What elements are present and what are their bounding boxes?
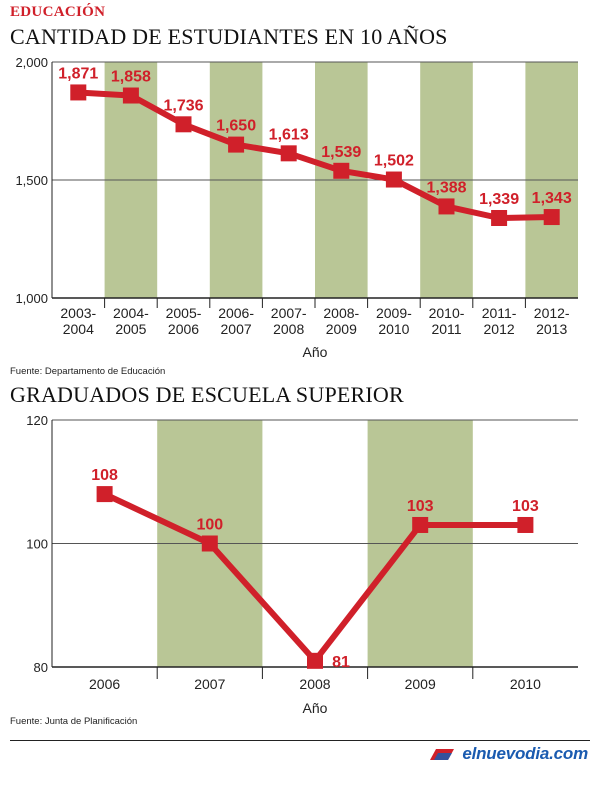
x-tick-label: 2006- xyxy=(218,305,254,321)
chart-title-graduates: GRADUADOS DE ESCUELA SUPERIOR xyxy=(10,382,404,407)
x-tick-label: 2004 xyxy=(63,321,94,337)
x-tick-label: 2007 xyxy=(194,676,225,692)
x-tick-label: 2010 xyxy=(378,321,409,337)
x-tick-label: 2009 xyxy=(405,676,436,692)
x-tick-label: 2007- xyxy=(271,305,307,321)
graduates-chart: 80 100 120 2006 2007 2008 2009 2010 Año 108 100 81 1… xyxy=(26,413,578,716)
x-tick-label: 2005- xyxy=(166,305,202,321)
chart-title-students: CANTIDAD DE ESTUDIANTES EN 10 AÑOS xyxy=(10,24,448,49)
data-label: 1,343 xyxy=(532,190,572,207)
data-label: 1,858 xyxy=(111,69,151,86)
publisher-logo: elnuevodia.com xyxy=(426,744,588,764)
data-label: 1,502 xyxy=(374,153,414,170)
data-point xyxy=(122,87,139,104)
x-tick-label: 2012 xyxy=(484,321,515,337)
y-tick-label: 1,500 xyxy=(15,173,48,188)
data-label: 1,736 xyxy=(163,97,203,114)
data-label: 1,539 xyxy=(321,144,361,161)
data-point xyxy=(70,84,87,101)
data-label: 1,388 xyxy=(426,179,466,196)
x-tick-label: 2009 xyxy=(326,321,357,337)
data-point xyxy=(280,145,297,162)
x-tick-label: 2003- xyxy=(60,305,96,321)
data-point xyxy=(201,535,218,552)
data-label: 108 xyxy=(91,467,118,484)
newspaper-logo-icon xyxy=(430,749,455,760)
x-tick-label: 2011 xyxy=(431,321,461,337)
data-point xyxy=(412,516,429,533)
data-point xyxy=(543,209,560,226)
x-tick-label: 2008 xyxy=(299,676,330,692)
x-tick-label: 2010- xyxy=(429,305,465,321)
data-point xyxy=(517,516,534,533)
data-label: 103 xyxy=(512,498,539,515)
data-point xyxy=(438,198,455,215)
logo-text: elnuevodia.com xyxy=(462,744,588,763)
data-point xyxy=(491,209,508,226)
y-tick-label: 2,000 xyxy=(15,55,48,70)
x-tick-label: 2006 xyxy=(168,321,199,337)
data-point xyxy=(175,116,192,133)
data-label: 1,339 xyxy=(479,191,519,208)
data-label: 1,871 xyxy=(58,65,98,82)
x-tick-label: 2008- xyxy=(323,305,359,321)
x-tick-label: 2012- xyxy=(534,305,570,321)
source-note-graduates: Fuente: Junta de Planificación xyxy=(10,716,138,727)
students-chart: 1,0001,5002,0002003-20042004-20052005-20… xyxy=(15,55,578,360)
data-label: 103 xyxy=(407,498,434,515)
data-point xyxy=(228,136,245,153)
x-tick-label: 2011- xyxy=(482,305,517,321)
footer-divider xyxy=(10,740,590,741)
data-label: 1,650 xyxy=(216,118,256,135)
data-point xyxy=(96,486,113,503)
y-tick-label: 120 xyxy=(26,413,48,428)
x-tick-label: 2007 xyxy=(221,321,252,337)
data-point xyxy=(307,652,323,669)
data-point xyxy=(333,162,350,179)
x-axis-title: Año xyxy=(303,344,328,360)
data-point xyxy=(385,171,402,188)
x-tick-label: 2004- xyxy=(113,305,149,321)
x-tick-label: 2013 xyxy=(536,321,567,337)
x-tick-label: 2010 xyxy=(510,676,541,692)
x-tick-label: 2009- xyxy=(376,305,412,321)
source-note-students: Fuente: Departamento de Educación xyxy=(10,366,166,377)
series-line xyxy=(78,89,552,221)
data-label: 100 xyxy=(196,517,223,534)
y-tick-label: 80 xyxy=(34,660,48,675)
y-tick-label: 1,000 xyxy=(15,291,48,306)
data-label: 81 xyxy=(332,654,350,671)
y-tick-label: 100 xyxy=(26,537,48,552)
x-axis-title: Año xyxy=(303,700,328,716)
section-tag: EDUCACIÓN xyxy=(10,4,106,20)
x-tick-label: 2006 xyxy=(89,676,120,692)
x-tick-label: 2005 xyxy=(115,321,146,337)
x-tick-label: 2008 xyxy=(273,321,304,337)
data-label: 1,613 xyxy=(269,126,309,143)
